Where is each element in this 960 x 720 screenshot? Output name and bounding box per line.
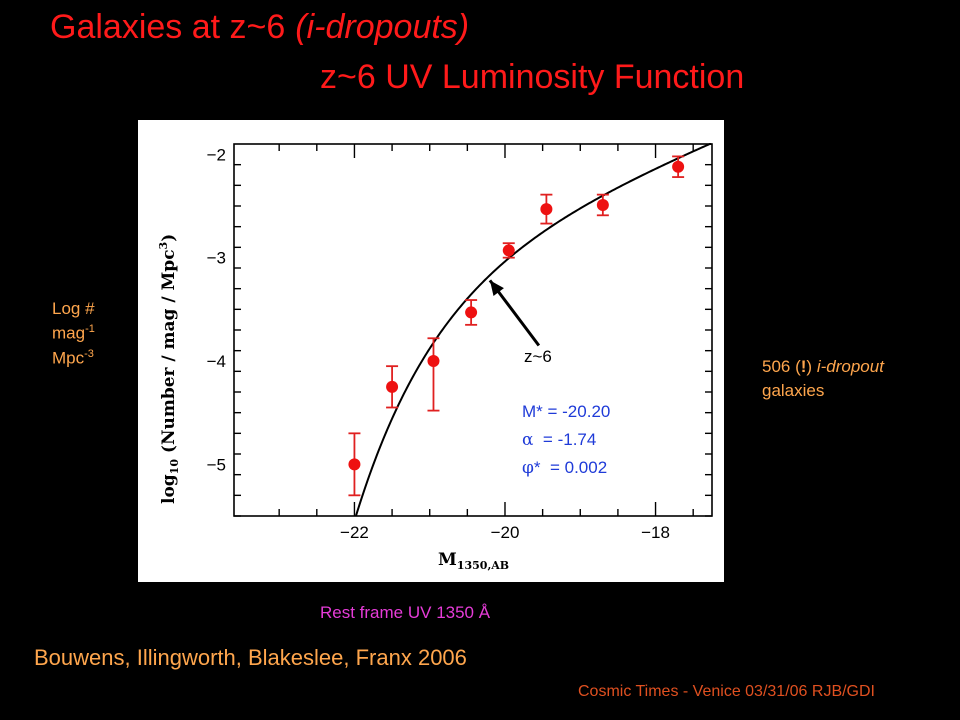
annotation-arrow xyxy=(488,279,541,347)
axis-ticks xyxy=(234,144,712,517)
y-axis-label: log10 (Number / mag / Mpc3) xyxy=(157,234,181,504)
left-note-line1: Log # xyxy=(52,299,95,318)
y-tick-label: −3 xyxy=(207,249,226,268)
data-points xyxy=(348,155,685,497)
title-part1: Galaxies at z~6 xyxy=(50,8,286,46)
arrow-head xyxy=(489,280,504,296)
data-point xyxy=(427,355,440,367)
data-point xyxy=(672,160,685,173)
left-axis-note: Log # mag-1 Mpc-3 xyxy=(52,298,95,368)
annotation-label: z~6 xyxy=(524,347,552,366)
y-tick-label: −2 xyxy=(207,145,226,164)
plot-canvas: −22 −20 −18 −2 −3 −4 −5 z~6 M* = -20.20 α = -1… xyxy=(157,143,713,572)
slide-credit: Cosmic Times - Venice 03/31/06 RJB/GDI xyxy=(578,683,875,700)
right-note-line1: 506 (!) i-dropout xyxy=(762,357,884,376)
y-tick-label: −5 xyxy=(207,455,226,474)
plot-frame xyxy=(233,143,713,517)
y-tick-label: −4 xyxy=(207,352,226,371)
param-phi-star: φ* = 0.002 xyxy=(522,458,607,478)
left-note-line2: mag-1 xyxy=(52,323,95,343)
axis-tick-labels: −22 −20 −18 −2 −3 −4 −5 xyxy=(207,145,670,542)
param-m-star: M* = -20.20 xyxy=(522,402,610,421)
slide-title: Galaxies at z~6 (i-dropouts) xyxy=(50,8,469,47)
citation: Bouwens, Illingworth, Blakeslee, Franx 2… xyxy=(34,645,467,670)
data-point xyxy=(502,244,515,257)
left-note-line3: Mpc-3 xyxy=(52,347,94,368)
x-tick-label: −22 xyxy=(340,523,369,542)
x-tick-label: −20 xyxy=(491,523,520,542)
data-point xyxy=(596,198,609,211)
data-point xyxy=(386,380,399,393)
right-note: 506 (!) i-dropout galaxies xyxy=(762,355,884,403)
data-point xyxy=(348,458,361,471)
schechter-curve xyxy=(354,143,712,517)
luminosity-function-plot: −22 −20 −18 −2 −3 −4 −5 z~6 M* = -20.20 α = -1… xyxy=(138,120,724,582)
x-tick-label: −18 xyxy=(641,523,670,542)
title-part2: (i-dropouts) xyxy=(295,8,470,46)
slide-subtitle: z~6 UV Luminosity Function xyxy=(320,58,745,96)
data-point xyxy=(540,203,553,216)
param-alpha: α = -1.74 xyxy=(522,430,596,450)
x-axis-label: M1350,AB xyxy=(438,550,509,572)
rest-frame-label: Rest frame UV 1350 Å xyxy=(320,603,491,622)
right-note-line2: galaxies xyxy=(762,381,825,400)
data-point xyxy=(465,306,478,319)
